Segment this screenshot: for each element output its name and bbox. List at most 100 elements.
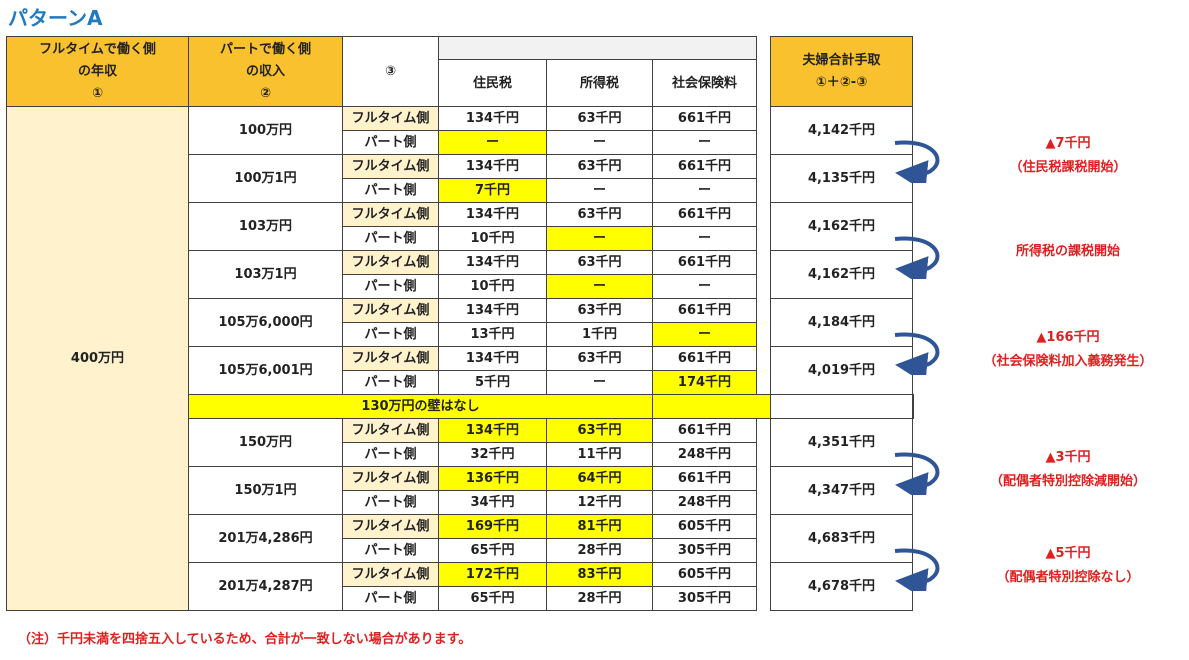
- part-value: 11千円: [546, 442, 653, 467]
- full-value: 661千円: [652, 466, 757, 491]
- total-takehome: 4,142千円: [770, 106, 913, 155]
- full-value: 605千円: [652, 514, 757, 539]
- total-takehome: 4,184千円: [770, 298, 913, 347]
- total-takehome: 4,135千円: [770, 154, 913, 203]
- part-value: ー: [652, 178, 757, 203]
- full-value: 661千円: [652, 250, 757, 275]
- header-resident-tax: 住民税: [438, 59, 547, 107]
- full-value: 63千円: [546, 106, 653, 131]
- column-gap: [756, 250, 771, 299]
- full-value: 63千円: [546, 154, 653, 179]
- header-full-income: フルタイムで働く側 の年収 ①: [6, 36, 189, 107]
- part-value: 65千円: [438, 586, 547, 611]
- role-part-label: パート側: [342, 178, 439, 203]
- part-value: 248千円: [652, 490, 757, 515]
- full-income-value: 400万円: [6, 106, 189, 611]
- annotation-reason: （配偶者特別控除減開始）: [989, 474, 1146, 489]
- total-takehome: 4,351千円: [770, 418, 913, 467]
- full-value: 661千円: [652, 154, 757, 179]
- header-part-income-line: の収入: [245, 63, 285, 79]
- column-gap: [756, 106, 771, 155]
- role-full-label: フルタイム側: [342, 514, 439, 539]
- part-income: 103万1円: [188, 250, 343, 299]
- header-deductions: ③: [342, 36, 439, 107]
- full-value: 661千円: [652, 418, 757, 443]
- full-value: 134千円: [438, 298, 547, 323]
- part-value: 10千円: [438, 274, 547, 299]
- part-value: 28千円: [546, 586, 653, 611]
- part-income: 100万円: [188, 106, 343, 155]
- annotation-amount: 所得税の課税開始: [1015, 244, 1120, 259]
- part-value: ー: [546, 370, 653, 395]
- part-income: 201万4,286円: [188, 514, 343, 563]
- column-gap: [756, 418, 771, 467]
- page-title: パターンA: [8, 6, 103, 30]
- part-income: 105万6,001円: [188, 346, 343, 395]
- total-takehome: 4,162千円: [770, 202, 913, 251]
- column-gap: [756, 514, 771, 563]
- column-gap: [756, 346, 771, 395]
- full-value: 64千円: [546, 466, 653, 491]
- wall-banner: 130万円の壁はなし: [188, 394, 653, 419]
- part-value: ー: [652, 226, 757, 251]
- part-value: ー: [652, 274, 757, 299]
- annotation-amount: ▲7千円: [1045, 136, 1091, 151]
- part-value: ー: [652, 130, 757, 155]
- full-value: 134千円: [438, 250, 547, 275]
- curved-arrow-icon: [894, 140, 940, 183]
- role-part-label: パート側: [342, 130, 439, 155]
- part-value: 12千円: [546, 490, 653, 515]
- full-value: 83千円: [546, 562, 653, 587]
- full-value: 136千円: [438, 466, 547, 491]
- annotation: ▲166千円 （社会保険料加入義務発生）: [968, 326, 1168, 374]
- full-value: 134千円: [438, 346, 547, 371]
- header-total-line: ①＋②-③: [815, 74, 868, 90]
- role-full-label: フルタイム側: [342, 202, 439, 227]
- column-gap: [756, 154, 771, 203]
- part-value: 65千円: [438, 538, 547, 563]
- part-value: 10千円: [438, 226, 547, 251]
- annotation-reason: （住民税課税開始）: [1009, 160, 1127, 175]
- full-value: 169千円: [438, 514, 547, 539]
- annotation: ▲3千円 （配偶者特別控除減開始）: [968, 446, 1168, 494]
- column-gap: [756, 466, 771, 515]
- curved-arrow-icon: [894, 548, 940, 591]
- annotation: ▲7千円 （住民税課税開始）: [968, 132, 1168, 180]
- part-value: ー: [546, 178, 653, 203]
- role-full-label: フルタイム側: [342, 106, 439, 131]
- header-full-income-line: ①: [91, 85, 103, 101]
- full-value: 63千円: [546, 418, 653, 443]
- full-value: 63千円: [546, 346, 653, 371]
- header-part-income-line: パートで働く側: [219, 41, 311, 57]
- full-value: 81千円: [546, 514, 653, 539]
- full-value: 172千円: [438, 562, 547, 587]
- part-value: 1千円: [546, 322, 653, 347]
- part-value: 34千円: [438, 490, 547, 515]
- annotation: 所得税の課税開始: [968, 240, 1168, 264]
- annotation-amount: ▲166千円: [1036, 330, 1100, 345]
- part-value: ー: [438, 130, 547, 155]
- part-value: ー: [652, 322, 757, 347]
- part-value: 13千円: [438, 322, 547, 347]
- part-value: ー: [546, 274, 653, 299]
- header-blank: [438, 36, 757, 60]
- total-takehome: 4,019千円: [770, 346, 913, 395]
- curved-arrow-icon: [894, 332, 940, 375]
- part-value: 305千円: [652, 538, 757, 563]
- role-full-label: フルタイム側: [342, 418, 439, 443]
- column-gap: [756, 202, 771, 251]
- role-part-label: パート側: [342, 226, 439, 251]
- total-takehome: 4,678千円: [770, 562, 913, 611]
- full-value: 63千円: [546, 250, 653, 275]
- curved-arrow-icon: [894, 452, 940, 495]
- role-part-label: パート側: [342, 370, 439, 395]
- column-gap: [770, 394, 913, 419]
- header-total-line: 夫婦合計手取: [802, 52, 881, 68]
- full-value: 605千円: [652, 562, 757, 587]
- annotation-amount: ▲3千円: [1045, 450, 1091, 465]
- column-gap: [756, 562, 771, 611]
- full-value: 63千円: [546, 202, 653, 227]
- role-part-label: パート側: [342, 274, 439, 299]
- column-gap: [756, 298, 771, 347]
- wall-banner-ext: [652, 394, 771, 419]
